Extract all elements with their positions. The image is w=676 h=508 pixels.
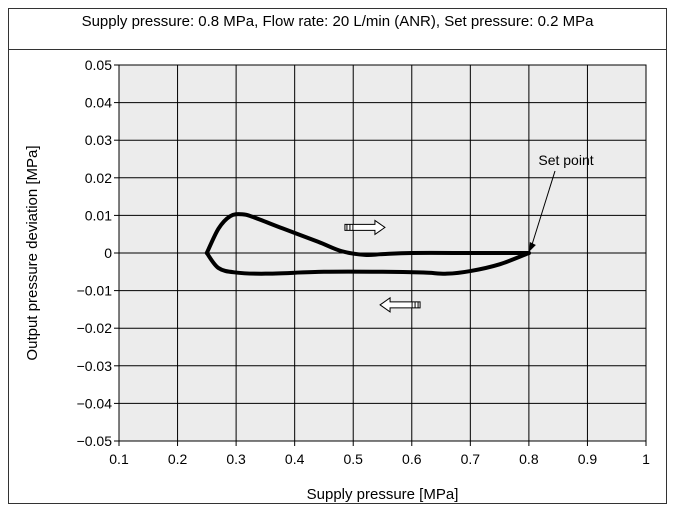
- y-tick-label: 0.01: [85, 207, 112, 223]
- x-tick-label: 1: [642, 451, 650, 467]
- y-tick-label: −0.04: [77, 395, 113, 411]
- x-tick-label: 0.3: [226, 451, 246, 467]
- y-tick-label: 0.04: [85, 95, 112, 111]
- y-tick-label: 0.03: [85, 132, 112, 148]
- series-line-2: [204, 251, 531, 276]
- x-tick-label: 0.6: [402, 451, 422, 467]
- direction-arrow-right: [344, 219, 386, 236]
- y-tick-label: 0.05: [85, 57, 112, 73]
- set-point-leader: [531, 170, 556, 246]
- x-tick-label: 0.8: [519, 451, 539, 467]
- x-axis-label: Supply pressure [MPa]: [307, 486, 459, 503]
- series-group: [204, 212, 531, 276]
- set-point-arrowhead: [528, 242, 536, 252]
- y-axis-label: Output pressure deviation [MPa]: [24, 145, 41, 360]
- direction-arrow-left: [379, 296, 421, 313]
- annotations: Set point: [344, 152, 594, 313]
- title-divider: [9, 49, 666, 50]
- x-tick-label: 0.4: [285, 451, 305, 467]
- y-tick-label: 0.02: [85, 170, 112, 186]
- x-tick-label: 0.9: [578, 451, 598, 467]
- y-tick-label: −0.02: [77, 320, 113, 336]
- x-tick-label: 0.1: [109, 451, 129, 467]
- x-tick-label: 0.2: [168, 451, 188, 467]
- y-tick-label: −0.01: [77, 283, 113, 299]
- chart-title: Supply pressure: 0.8 MPa, Flow rate: 20 …: [81, 13, 594, 30]
- x-tick-label: 0.7: [461, 451, 481, 467]
- x-axis-ticks: 0.1 0.2 0.3 0.4 0.5 0.6 0.7 0.8 0.9 1: [109, 441, 650, 467]
- x-tick-label: 0.5: [343, 451, 363, 467]
- y-tick-label: −0.03: [77, 358, 113, 374]
- set-point-label: Set point: [538, 152, 593, 168]
- y-axis-ticks: 0.05 0.04 0.03 0.02 0.01 0 −0.01 −0.02 −0.03 −0.0…: [77, 57, 119, 449]
- series-line-1: [204, 212, 531, 258]
- y-tick-label: −0.05: [77, 433, 113, 449]
- y-tick-label: 0: [104, 245, 112, 261]
